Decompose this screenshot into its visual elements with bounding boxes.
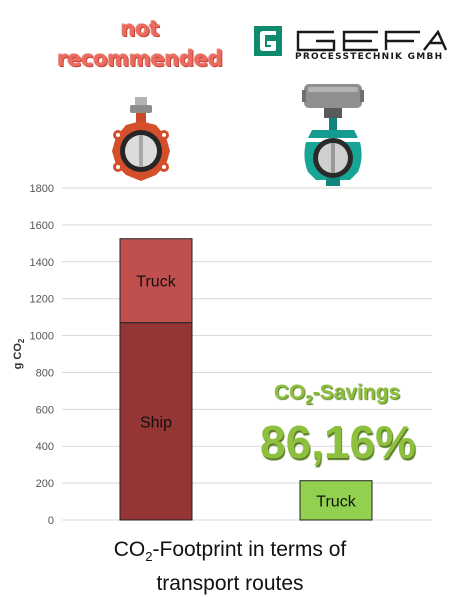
y-tick-label: 0	[48, 515, 54, 527]
bar-label-truck-1: Truck	[136, 274, 176, 291]
co2-savings-value: 86,16%	[259, 416, 416, 468]
y-tick-label: 1200	[30, 294, 54, 306]
chart-caption: CO2-Footprint in terms of transport rout…	[60, 536, 400, 597]
chart-gridlines	[62, 187, 432, 521]
y-tick-label: 1800	[30, 183, 54, 195]
gefa-logo	[254, 26, 448, 56]
butterfly-valve-gefa-image	[302, 84, 364, 186]
gefa-logo-wordmark	[296, 29, 448, 52]
y-tick-label: 800	[36, 367, 54, 379]
butterfly-valve-red-image	[112, 97, 170, 181]
not-recommended-line2: recommended	[57, 47, 223, 71]
y-tick-label: 200	[36, 478, 54, 490]
logo-subtitle: PROCESSTECHNIK GMBH	[295, 52, 444, 62]
bar-label-ship-1: Ship	[140, 414, 172, 431]
chart-bars: Ship Truck Truck	[119, 238, 373, 521]
bar-ship-1	[119, 322, 193, 521]
chart-caption-line1: CO2-Footprint in terms of	[113, 538, 347, 565]
y-tick-label: 1600	[30, 220, 54, 232]
bar-label-truck-2: Truck	[316, 493, 356, 510]
co2-savings-label: CO2-Savings	[273, 381, 401, 408]
bar-truck-1	[119, 238, 193, 324]
y-tick-label: 600	[36, 404, 54, 416]
chart-caption-line2: transport routes	[156, 572, 304, 596]
not-recommended-line1: not	[120, 17, 160, 41]
y-tick-label: 1400	[30, 257, 54, 269]
chart-y-axis-label: g CO2	[12, 338, 26, 369]
y-tick-label: 1000	[30, 331, 54, 343]
chart-y-ticks: 0 200 400 600 800 1000 1200 1400 1600 1800	[30, 183, 54, 527]
gefa-logo-emblem	[254, 26, 282, 56]
bar-truck-2	[299, 480, 373, 521]
y-tick-label: 400	[36, 441, 54, 453]
